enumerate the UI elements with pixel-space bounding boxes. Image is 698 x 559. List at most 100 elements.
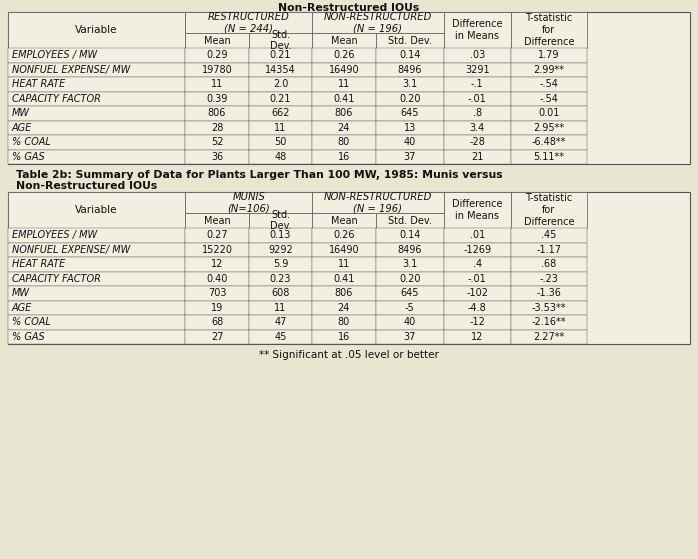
Text: Mean: Mean — [331, 36, 357, 45]
Bar — [376, 48, 444, 63]
Bar — [376, 213, 444, 228]
Text: -3.53**: -3.53** — [532, 303, 566, 312]
Bar — [444, 77, 511, 92]
Text: Variable: Variable — [75, 205, 118, 215]
Text: 645: 645 — [401, 288, 419, 299]
Text: 645: 645 — [401, 108, 419, 119]
Text: Mean: Mean — [204, 36, 230, 45]
Bar — [186, 63, 248, 77]
Bar — [312, 243, 376, 257]
Text: Std. Dev.: Std. Dev. — [388, 36, 431, 45]
Text: 37: 37 — [403, 151, 416, 162]
Text: NON-RESTRUCTURED
(N = 196): NON-RESTRUCTURED (N = 196) — [324, 192, 432, 214]
Text: EMPLOYEES / MW: EMPLOYEES / MW — [12, 50, 97, 60]
Text: 13: 13 — [403, 123, 416, 132]
Text: 24: 24 — [338, 123, 350, 132]
Bar — [376, 243, 444, 257]
Text: 36: 36 — [211, 151, 223, 162]
Bar — [186, 257, 248, 272]
Text: 19: 19 — [211, 303, 223, 312]
Bar — [312, 121, 376, 135]
Bar — [376, 135, 444, 149]
Bar — [248, 121, 312, 135]
Text: 8496: 8496 — [397, 65, 422, 75]
Text: 21: 21 — [471, 151, 484, 162]
Text: 8496: 8496 — [397, 245, 422, 255]
Text: Non-Restructured IOUs: Non-Restructured IOUs — [279, 3, 419, 13]
Text: 11: 11 — [338, 259, 350, 269]
Text: 16: 16 — [338, 151, 350, 162]
Text: 19780: 19780 — [202, 65, 232, 75]
Text: Mean: Mean — [204, 216, 230, 225]
Bar — [444, 149, 511, 164]
Bar — [8, 243, 186, 257]
Text: Std. Dev.: Std. Dev. — [388, 216, 431, 225]
Bar — [376, 257, 444, 272]
Text: 3.4: 3.4 — [470, 123, 485, 132]
Bar — [376, 228, 444, 243]
Bar — [312, 286, 376, 301]
Bar — [186, 48, 248, 63]
Text: 80: 80 — [338, 318, 350, 327]
Text: 3.1: 3.1 — [402, 259, 417, 269]
Bar — [186, 329, 248, 344]
Text: 2.27**: 2.27** — [533, 331, 565, 342]
Text: -.01: -.01 — [468, 94, 487, 104]
Text: ** Significant at .05 level or better: ** Significant at .05 level or better — [259, 350, 439, 360]
Text: 0.23: 0.23 — [269, 274, 291, 284]
Bar — [248, 286, 312, 301]
Text: -1269: -1269 — [463, 245, 491, 255]
Bar — [186, 121, 248, 135]
Bar — [511, 77, 587, 92]
Bar — [248, 213, 312, 228]
Bar — [511, 286, 587, 301]
Text: 0.29: 0.29 — [207, 50, 228, 60]
Bar — [248, 135, 312, 149]
Text: 0.40: 0.40 — [207, 274, 228, 284]
Bar — [511, 92, 587, 106]
Bar — [8, 121, 186, 135]
Bar — [511, 135, 587, 149]
Text: -1.36: -1.36 — [536, 288, 561, 299]
Text: Table 2b: Summary of Data for Plants Larger Than 100 MW, 1985: Munis versus: Table 2b: Summary of Data for Plants Lar… — [16, 170, 503, 180]
Text: 0.13: 0.13 — [269, 230, 291, 240]
Bar — [186, 92, 248, 106]
Text: RESTRUCTURED
(N = 244): RESTRUCTURED (N = 244) — [208, 12, 290, 34]
Text: -.54: -.54 — [540, 94, 558, 104]
Text: Mean: Mean — [331, 216, 357, 225]
Text: 45: 45 — [274, 331, 287, 342]
Bar — [312, 48, 376, 63]
Bar — [444, 228, 511, 243]
Text: Std.
Dev.: Std. Dev. — [269, 30, 291, 51]
Text: 1.79: 1.79 — [538, 50, 560, 60]
Bar — [8, 301, 186, 315]
Bar — [444, 48, 511, 63]
Bar — [312, 329, 376, 344]
Bar — [511, 48, 587, 63]
Bar — [511, 106, 587, 121]
Text: 28: 28 — [211, 123, 223, 132]
Bar — [511, 243, 587, 257]
Bar — [248, 272, 312, 286]
Bar — [8, 149, 186, 164]
Text: 0.01: 0.01 — [538, 108, 560, 119]
Text: 48: 48 — [274, 151, 287, 162]
Bar — [186, 135, 248, 149]
Text: 5.11**: 5.11** — [533, 151, 564, 162]
Bar — [186, 243, 248, 257]
Text: HEAT RATE: HEAT RATE — [12, 79, 65, 89]
Bar — [186, 286, 248, 301]
Bar — [248, 228, 312, 243]
Text: 47: 47 — [274, 318, 287, 327]
Bar — [376, 286, 444, 301]
Bar — [444, 286, 511, 301]
Text: % GAS: % GAS — [12, 331, 45, 342]
Text: -5: -5 — [405, 303, 415, 312]
Bar — [511, 272, 587, 286]
Text: 0.26: 0.26 — [333, 230, 355, 240]
Bar — [376, 329, 444, 344]
Text: 27: 27 — [211, 331, 223, 342]
Text: -.23: -.23 — [540, 274, 558, 284]
Bar — [312, 92, 376, 106]
Bar — [186, 213, 248, 228]
